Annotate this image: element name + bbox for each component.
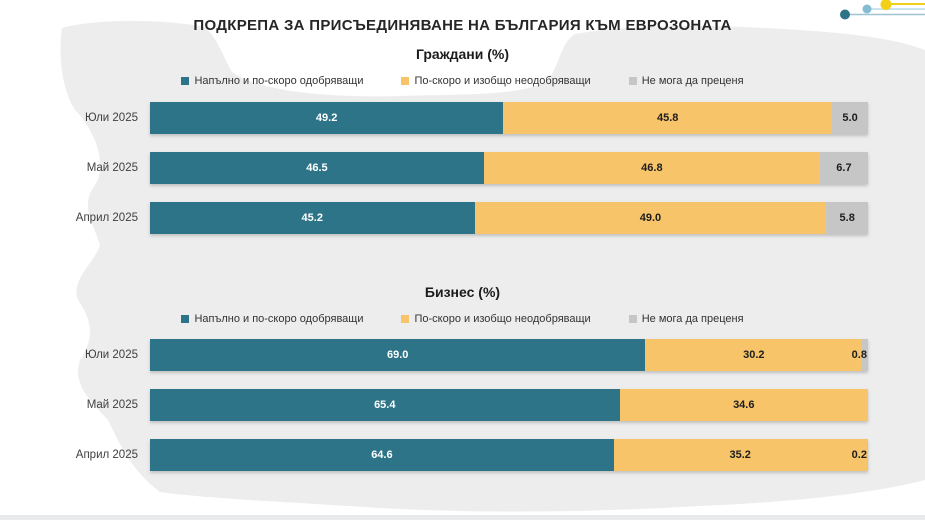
stacked-bar: 64.6 35.2 0.2	[150, 439, 868, 471]
segment-value: 45.2	[301, 212, 323, 224]
stacked-bar: 65.4 34.6	[150, 389, 868, 421]
legend-item-disapprove: По-скоро и изобщо неодобряващи	[401, 313, 591, 325]
stacked-bar: 45.2 49.0 5.8	[150, 202, 868, 234]
row-label: Май 2025	[86, 162, 138, 174]
chart-citizens-legend: Напълно и по-скоро одобряващи По-скоро и…	[0, 75, 925, 87]
row-label: Април 2025	[75, 212, 138, 224]
segment-value: 34.6	[733, 399, 755, 411]
bar-segment-undecided: 5.8	[826, 202, 868, 234]
chart-citizens-title: Граждани (%)	[415, 46, 510, 62]
segment-value: 35.2	[729, 449, 751, 461]
row-label: Май 2025	[86, 399, 138, 411]
legend-swatch-approve-icon	[181, 315, 190, 323]
row-label: Юли 2025	[84, 349, 138, 361]
bar-segment-disapprove: 49.0	[474, 202, 827, 234]
legend-item-approve: Напълно и по-скоро одобряващи	[181, 313, 363, 325]
bar-segment-approve: 46.5	[150, 152, 484, 184]
stacked-bar: 69.0 30.2 0.8	[150, 339, 868, 371]
legend-item-undecided: Не мога да преценя	[628, 75, 744, 87]
segment-value: 46.5	[306, 162, 328, 174]
bar-row-business-july: Юли 2025 69.0 30.2 0.8	[0, 339, 925, 371]
segment-value: 6.7	[836, 162, 852, 174]
segment-value: 49.0	[639, 212, 662, 224]
bar-segment-undecided: 0.2	[852, 439, 868, 471]
segment-value: 65.4	[374, 399, 396, 411]
legend-swatch-disapprove-icon	[401, 77, 410, 85]
bar-row-business-may: Май 2025 65.4 34.6	[0, 389, 925, 421]
legend-swatch-disapprove-icon	[401, 315, 410, 323]
chart-business-title: Бизнес (%)	[424, 284, 501, 300]
bar-segment-approve: 65.4	[150, 389, 620, 421]
legend-label-undecided: Не мога да преценя	[641, 313, 744, 325]
segment-value: 5.0	[842, 112, 858, 124]
legend-item-disapprove: По-скоро и изобщо неодобряващи	[401, 75, 591, 87]
legend-label-disapprove: По-скоро и изобщо неодобряващи	[414, 75, 591, 87]
legend-label-undecided: Не мога да преценя	[641, 75, 744, 87]
legend-label-disapprove: По-скоро и изобщо неодобряващи	[414, 313, 591, 325]
bar-row-citizens-may: Май 2025 46.5 46.8 6.7	[0, 152, 925, 184]
bar-row-citizens-april: Април 2025 45.2 49.0 5.8	[0, 202, 925, 234]
legend-item-undecided: Не мога да преценя	[628, 313, 744, 325]
page-title: ПОДКРЕПА ЗА ПРИСЪЕДИНЯВАНЕ НА БЪЛГАРИЯ К…	[193, 17, 732, 34]
yellow-dot	[880, 0, 892, 10]
segment-value: 0.8	[851, 349, 867, 361]
stacked-bar: 49.2 45.8 5.0	[150, 102, 868, 134]
bar-segment-undecided: 6.7	[819, 152, 868, 184]
bar-segment-undecided: 0.8	[852, 339, 868, 371]
segment-value: 69.0	[386, 349, 409, 361]
segment-value: 64.6	[371, 449, 393, 461]
corner-dots-decoration	[840, 0, 925, 20]
bar-segment-disapprove: 35.2	[613, 439, 867, 471]
legend-swatch-undecided-icon	[628, 77, 637, 85]
legend-swatch-approve-icon	[181, 77, 190, 85]
segment-value: 49.2	[315, 112, 338, 124]
stacked-bar: 46.5 46.8 6.7	[150, 152, 868, 184]
bar-row-citizens-july: Юли 2025 49.2 45.8 5.0	[0, 102, 925, 134]
chart-business-legend: Напълно и по-скоро одобряващи По-скоро и…	[0, 313, 925, 325]
row-label: Юли 2025	[84, 112, 138, 124]
chart-business: Бизнес (%) Напълно и по-скоро одобряващи…	[0, 284, 925, 471]
legend-swatch-undecided-icon	[628, 315, 637, 323]
bar-row-business-april: Април 2025 64.6 35.2 0.2	[0, 439, 925, 471]
bar-segment-disapprove: 34.6	[619, 389, 868, 421]
light-blue-dot	[862, 4, 872, 14]
legend-label-approve: Напълно и по-скоро одобряващи	[194, 75, 364, 87]
row-label: Април 2025	[75, 449, 138, 461]
bar-segment-disapprove: 46.8	[483, 152, 820, 184]
chart-citizens: Граждани (%) Напълно и по-скоро одобрява…	[0, 46, 925, 234]
bar-segment-disapprove: 45.8	[503, 102, 833, 134]
bar-segment-approve: 69.0	[150, 339, 646, 371]
segment-value: 45.8	[656, 112, 679, 124]
legend-label-approve: Напълно и по-скоро одобряващи	[194, 313, 364, 325]
bar-segment-approve: 49.2	[150, 102, 504, 134]
bottom-divider	[0, 515, 925, 520]
legend-item-approve: Напълно и по-скоро одобряващи	[181, 75, 363, 87]
segment-value: 46.8	[641, 162, 663, 174]
bar-segment-disapprove: 30.2	[645, 339, 863, 371]
segment-value: 0.2	[851, 449, 867, 461]
bar-segment-undecided: 5.0	[832, 102, 868, 134]
bar-segment-approve: 64.6	[150, 439, 614, 471]
segment-value: 30.2	[743, 349, 765, 361]
teal-dot	[840, 9, 850, 20]
bar-segment-approve: 45.2	[150, 202, 475, 234]
segment-value: 5.8	[839, 212, 855, 224]
